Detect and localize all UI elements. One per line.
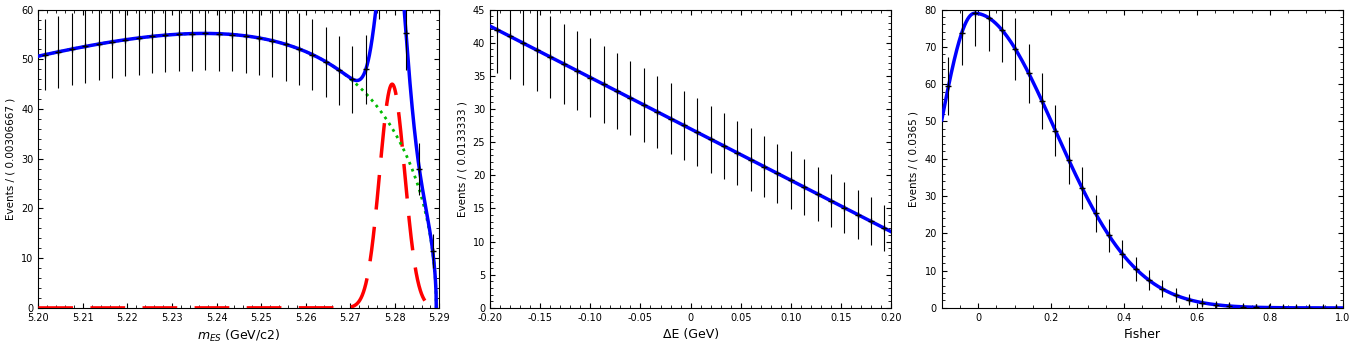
Y-axis label: Events / ( 0.0365 ): Events / ( 0.0365 ) <box>909 111 919 207</box>
Y-axis label: Events / ( 0.00306667 ): Events / ( 0.00306667 ) <box>5 98 15 220</box>
X-axis label: Fisher: Fisher <box>1124 328 1161 341</box>
X-axis label: $m_{ES}$ (GeV/c2): $m_{ES}$ (GeV/c2) <box>197 328 281 344</box>
Y-axis label: Events / ( 0.0133333 ): Events / ( 0.0133333 ) <box>457 101 468 217</box>
X-axis label: ΔE (GeV): ΔE (GeV) <box>663 328 719 341</box>
